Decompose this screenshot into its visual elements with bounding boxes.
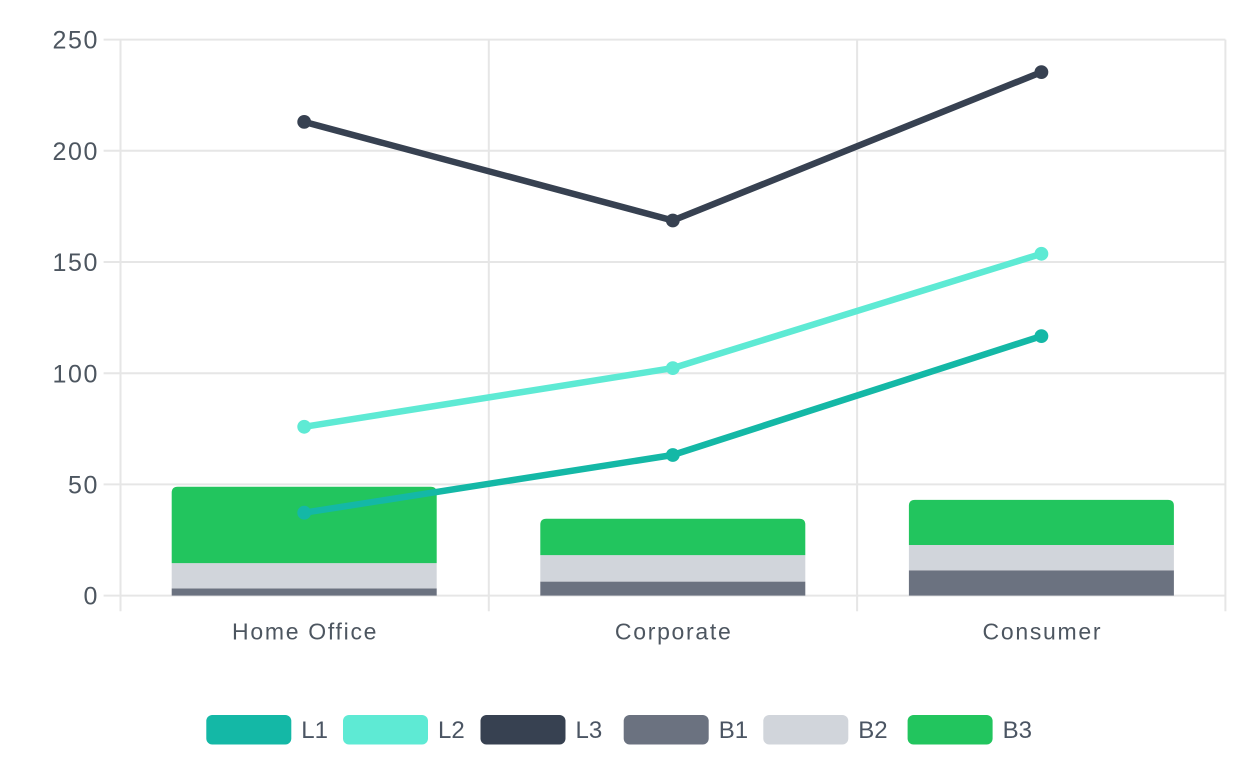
svg-text:L3: L3: [576, 717, 603, 744]
svg-text:0: 0: [83, 583, 99, 611]
svg-text:150: 150: [52, 249, 99, 277]
svg-text:L2: L2: [438, 717, 465, 744]
svg-text:50: 50: [68, 472, 99, 500]
svg-text:B1: B1: [719, 717, 748, 744]
svg-text:Consumer: Consumer: [983, 618, 1103, 644]
svg-text:B3: B3: [1003, 717, 1032, 744]
svg-text:L1: L1: [301, 717, 328, 744]
svg-text:Corporate: Corporate: [615, 618, 733, 644]
svg-text:100: 100: [52, 360, 99, 388]
svg-text:200: 200: [52, 138, 99, 166]
svg-text:Home Office: Home Office: [232, 618, 378, 644]
svg-text:250: 250: [52, 27, 99, 55]
svg-text:B2: B2: [858, 717, 887, 744]
